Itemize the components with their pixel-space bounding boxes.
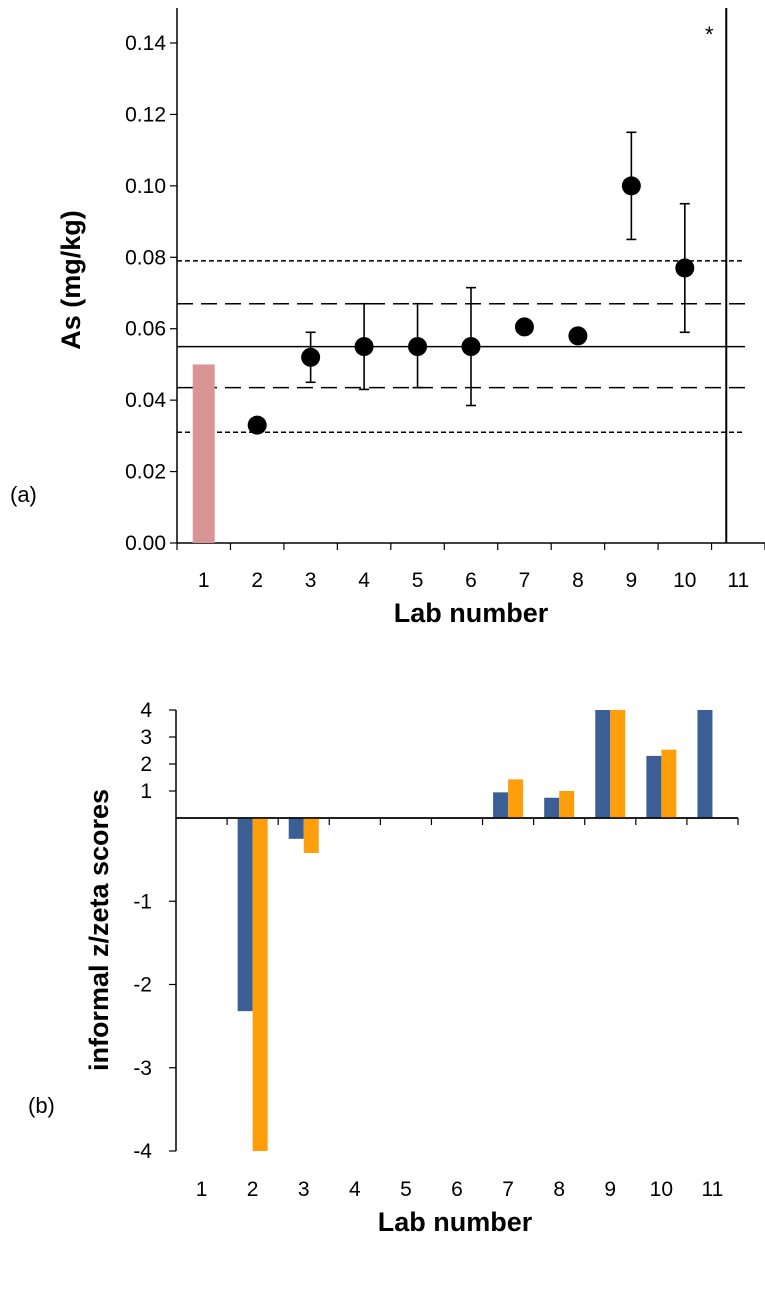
data-bar [559, 791, 575, 818]
y-tick-label: -1 [133, 890, 152, 913]
y-tick-label: 2 [140, 753, 152, 776]
data-point [354, 337, 374, 357]
data-point [621, 176, 641, 196]
data-point [247, 415, 267, 435]
data-bar [661, 749, 677, 818]
x-tick-label: 11 [702, 1178, 724, 1201]
x-tick-label: 1 [198, 569, 210, 592]
x-tick-label: 11 [727, 569, 749, 592]
x-tick-label: 10 [673, 569, 696, 592]
y-tick-label: 0.14 [125, 32, 166, 55]
data-bar [252, 818, 268, 1151]
y-tick-label: 0.00 [125, 532, 166, 555]
y-tick-label: -2 [133, 974, 152, 997]
chart-b: -4 -3 -2 -1 1 2 3 4 1 2 3 4 5 6 7 8 9 10 11 Lab number infor… [28, 699, 739, 1237]
x-tick-label: 2 [251, 569, 263, 592]
x-tick-label: 5 [412, 569, 424, 592]
x-tick-label: 2 [247, 1178, 259, 1201]
data-point [461, 337, 481, 357]
x-tick-label: 1 [196, 1178, 208, 1201]
data-bar [610, 710, 626, 818]
y-tick-label: 4 [140, 699, 152, 722]
data-bar [544, 797, 560, 818]
x-tick-label: 4 [349, 1178, 361, 1201]
data-bar [646, 755, 662, 818]
y-tick-label: 0.04 [125, 389, 166, 412]
x-axis-title: Lab number [394, 598, 549, 628]
data-bar [508, 779, 524, 818]
data-point [675, 258, 695, 278]
x-tick-label: 3 [298, 1178, 310, 1201]
y-tick-label: -3 [133, 1057, 152, 1080]
x-tick-label: 4 [358, 569, 370, 592]
x-axis-title: Lab number [378, 1207, 533, 1237]
x-tick-label: 6 [451, 1178, 463, 1201]
x-tick-label: 5 [400, 1178, 412, 1201]
y-tick-label: -4 [133, 1140, 152, 1163]
y-tick-label: 3 [140, 726, 152, 749]
y-axis-title: As (mg/kg) [56, 210, 86, 350]
data-bar [303, 818, 319, 853]
data-bar [192, 364, 215, 543]
y-tick-label: 1 [140, 780, 152, 803]
y-tick-label: 0.06 [125, 318, 166, 341]
y-tick-label: 0.08 [125, 246, 166, 269]
data-bar [697, 710, 713, 818]
x-tick-label: 7 [502, 1178, 514, 1201]
x-tick-label: 7 [519, 569, 531, 592]
data-bar [595, 710, 611, 818]
chart-a: 0.00 0.02 0.04 0.06 0.08 0.10 0.12 0.14 1 2 3 4 5 6 7 8… [10, 8, 765, 628]
panel-label: (a) [10, 482, 37, 507]
data-bar [237, 818, 253, 1012]
data-point [514, 317, 534, 337]
data-point [408, 337, 428, 357]
x-tick-label: 6 [465, 569, 477, 592]
panel-label: (b) [28, 1093, 55, 1118]
data-point [568, 326, 588, 346]
y-tick-label: 0.02 [125, 461, 166, 484]
data-bar [288, 818, 304, 839]
x-tick-label: 9 [604, 1178, 616, 1201]
x-tick-label: 8 [572, 569, 584, 592]
y-axis-title: informal z/zeta scores [84, 789, 114, 1071]
x-tick-label: 9 [626, 569, 638, 592]
y-tick-label: 0.10 [125, 175, 166, 198]
x-tick-label: 3 [305, 569, 317, 592]
data-point [301, 347, 321, 367]
x-tick-label: 8 [553, 1178, 565, 1201]
x-tick-label: 10 [650, 1178, 673, 1201]
y-tick-label: 0.12 [125, 103, 166, 126]
offscale-marker: * [705, 22, 714, 47]
data-bar [493, 792, 509, 818]
